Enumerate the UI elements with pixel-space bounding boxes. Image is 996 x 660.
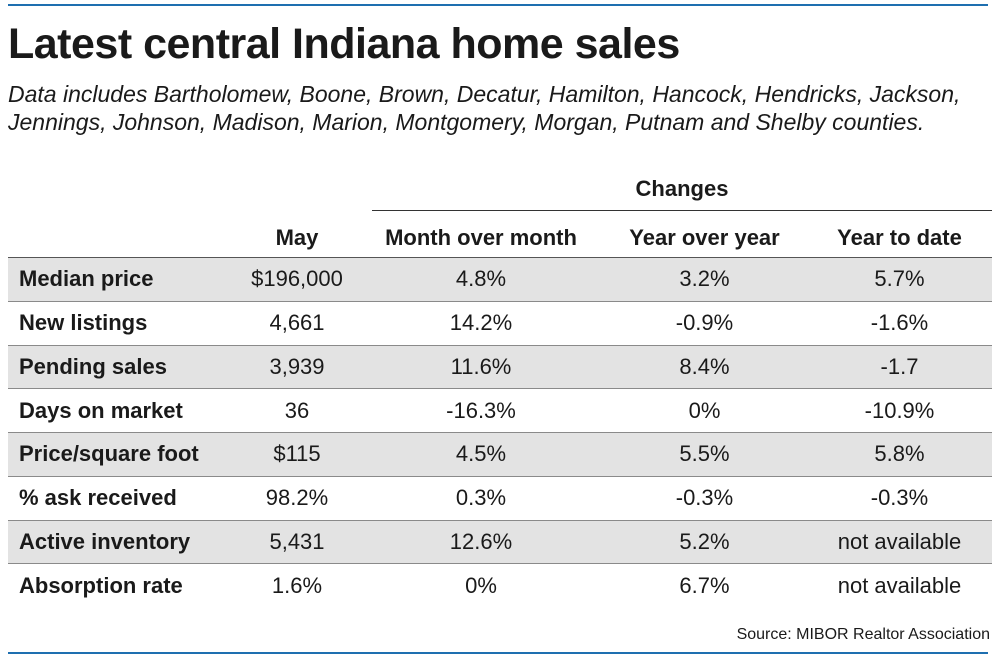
cell-year-to-date: not available [837,528,962,554]
row-label: Active inventory [19,528,191,554]
bottom-rule [8,652,988,654]
cell-may: 3,939 [269,353,325,379]
cell-may: $115 [273,441,321,467]
changes-group-header: Changes [635,176,729,201]
cell-year-to-date: -1.7 [880,353,919,379]
table-row: % ask received 98.2% 0.3% -0.3% -0.3% [8,477,992,521]
row-label: New listings [19,310,148,336]
table-row: Pending sales 3,939 11.6% 8.4% -1.7 [8,345,992,390]
home-sales-table: May Month over month Year over year Year… [8,218,992,608]
chart-subtitle: Data includes Bartholomew, Boone, Brown,… [8,81,961,135]
table-row: Median price $196,000 4.8% 3.2% 5.7% [8,258,992,302]
top-rule [8,4,988,6]
cell-year-over-year: 3.2% [679,266,730,292]
row-label: Absorption rate [19,573,183,599]
cell-may: 98.2% [265,485,329,511]
cell-may: 36 [284,397,310,423]
cell-may: 1.6% [271,573,323,599]
changes-group-rule [372,210,992,211]
row-label: Days on market [19,397,183,423]
cell-year-over-year: 8.4% [679,353,730,379]
cell-year-over-year: -0.3% [675,485,734,511]
cell-month-over-month: 0.3% [455,485,507,511]
cell-month-over-month: 0% [465,573,497,599]
cell-month-over-month: -16.3% [446,397,516,423]
cell-year-over-year: -0.9% [675,310,734,336]
cell-year-to-date: 5.8% [874,441,925,467]
table-header-row: May Month over month Year over year Year… [8,218,992,258]
column-header-year-over-year: Year over year [629,224,780,250]
cell-month-over-month: 12.6% [449,528,513,554]
cell-month-over-month: 4.8% [455,266,507,292]
cell-year-to-date: -0.3% [870,485,929,511]
cell-year-over-year: 5.5% [679,441,730,467]
chart-title: Latest central Indiana home sales [8,20,680,68]
cell-month-over-month: 4.5% [455,441,507,467]
column-header-year-to-date: Year to date [837,224,962,250]
column-header-month-over-month: Month over month [385,224,577,250]
row-label: % ask received [19,485,177,511]
row-label: Pending sales [19,353,167,379]
cell-may: 5,431 [269,528,325,554]
row-label: Median price [19,266,154,292]
cell-may: 4,661 [269,310,325,336]
column-header-may: May [275,224,319,250]
cell-year-to-date: -1.6% [870,310,929,336]
row-label: Price/square foot [19,441,199,467]
cell-year-over-year: 6.7% [679,573,730,599]
cell-year-to-date: -10.9% [864,397,935,423]
cell-month-over-month: 14.2% [449,310,513,336]
cell-year-to-date: 5.7% [874,266,925,292]
cell-year-to-date: not available [837,573,962,599]
cell-month-over-month: 11.6% [450,353,512,379]
table-row: Price/square foot $115 4.5% 5.5% 5.8% [8,433,992,477]
cell-year-over-year: 5.2% [679,528,730,554]
table-row: New listings 4,661 14.2% -0.9% -1.6% [8,302,992,346]
source-note: Source: MIBOR Realtor Association [736,626,990,643]
cell-year-over-year: 0% [688,397,721,423]
table-row: Absorption rate 1.6% 0% 6.7% not availab… [8,564,992,608]
table-row: Days on market 36 -16.3% 0% -10.9% [8,389,992,433]
cell-may: $196,000 [251,266,343,292]
table-row: Active inventory 5,431 12.6% 5.2% not av… [8,520,992,565]
